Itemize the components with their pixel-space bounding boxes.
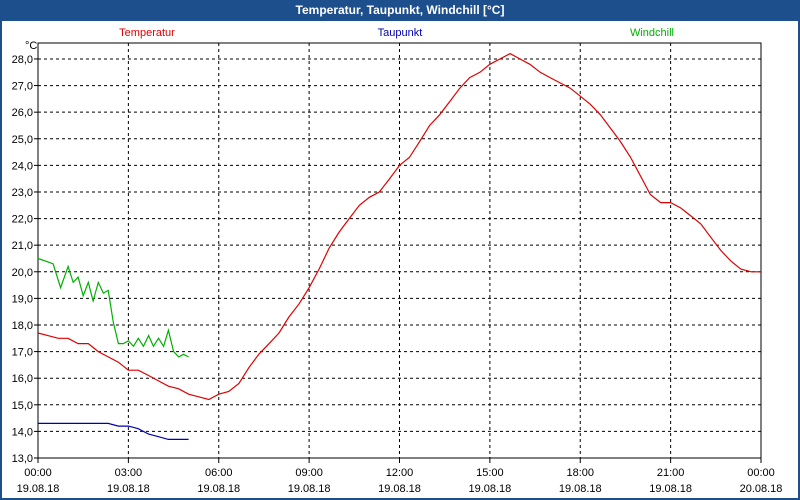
series-line-taupunkt: [38, 422, 189, 440]
series-lines: [37, 52, 761, 440]
y-tick-label: 23,0: [12, 187, 33, 199]
y-tick-label: 28,0: [12, 54, 33, 66]
x-tick-date: 19.08.18: [288, 483, 331, 495]
y-axis-ticks: 28,0 27,0 26,0 25,0 24,0 23,0 22,0 21,0 20,0 19,0…: [12, 54, 33, 465]
y-tick-label: 20,0: [12, 267, 33, 279]
chart-panel: 28,0 27,0 26,0 25,0 24,0 23,0 22,0 21,0 20,0 19,0…: [2, 21, 798, 498]
y-tick-label: 19,0: [12, 293, 33, 305]
line-chart: 28,0 27,0 26,0 25,0 24,0 23,0 22,0 21,0 20,0 19,0…: [12, 27, 783, 495]
x-axis-ticks: 00:00 19.08.18 03:00 19.08.18 06:00 19.08.18 0…: [17, 467, 783, 495]
legend-windchill: Windchill: [630, 27, 674, 39]
y-tick-label: 13,0: [12, 453, 33, 465]
y-axis-label: °C: [25, 40, 37, 52]
x-tick-date: 19.08.18: [559, 483, 602, 495]
y-tick-label: 14,0: [12, 426, 33, 438]
x-tick-date: 19.08.18: [107, 483, 150, 495]
axes: [34, 42, 762, 463]
x-tick-date: 19.08.18: [649, 483, 692, 495]
series-line-temperatur: [37, 52, 761, 401]
series-line-windchill: [37, 257, 189, 358]
legend-temperatur: Temperatur: [119, 27, 175, 39]
y-tick-label: 22,0: [12, 214, 33, 226]
grid: [38, 43, 761, 458]
plot-frame: [37, 42, 762, 459]
y-tick-label: 17,0: [12, 347, 33, 359]
x-tick-date: 19.08.18: [468, 483, 511, 495]
x-tick-time: 18:00: [566, 467, 594, 479]
x-tick-date: 19.08.18: [17, 483, 60, 495]
x-tick-time: 12:00: [386, 467, 414, 479]
x-tick-time: 15:00: [476, 467, 504, 479]
y-tick-label: 25,0: [12, 134, 33, 146]
chart-title: Temperatur, Taupunkt, Windchill [°C]: [295, 3, 505, 17]
y-tick-label: 15,0: [12, 400, 33, 412]
x-tick-time: 06:00: [205, 467, 233, 479]
y-tick-label: 21,0: [12, 240, 33, 252]
x-tick-time: 09:00: [295, 467, 323, 479]
x-tick-time: 03:00: [115, 467, 143, 479]
y-tick-label: 18,0: [12, 320, 33, 332]
y-tick-label: 16,0: [12, 373, 33, 385]
x-tick-time: 00:00: [24, 467, 52, 479]
y-tick-label: 24,0: [12, 160, 33, 172]
legend-taupunkt: Taupunkt: [378, 27, 423, 39]
x-tick-time: 00:00: [747, 467, 775, 479]
x-tick-date: 20.08.18: [740, 483, 783, 495]
y-tick-label: 26,0: [12, 107, 33, 119]
legend: Temperatur Taupunkt Windchill: [119, 27, 674, 39]
x-tick-time: 21:00: [657, 467, 685, 479]
x-tick-date: 19.08.18: [197, 483, 240, 495]
y-tick-label: 27,0: [12, 81, 33, 93]
x-tick-date: 19.08.18: [378, 483, 421, 495]
